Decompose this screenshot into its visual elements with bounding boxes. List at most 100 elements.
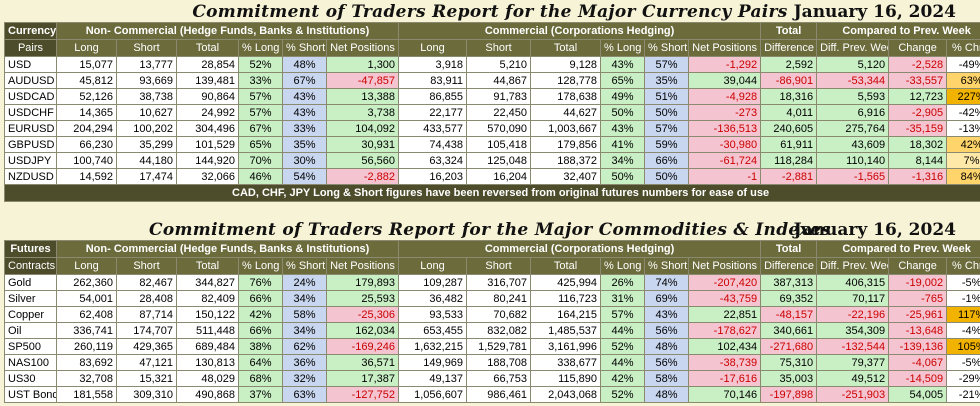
- table-cell: -25,306: [325, 306, 400, 323]
- table-cell: 16,203: [398, 168, 468, 185]
- table-row: Oil 336,741 174,707 511,448 66% 34% 162,034 653…: [4, 322, 980, 339]
- table-cell: 22,851: [688, 306, 762, 323]
- table-cell: 179,893: [325, 274, 400, 291]
- table-cell: 24,992: [176, 104, 239, 121]
- table-cell: 354,309: [816, 322, 890, 339]
- table-cell: 5,210: [466, 56, 532, 73]
- table-cell: 52%: [600, 338, 646, 355]
- table-cell: 70%: [238, 152, 283, 169]
- table-cell: 49,512: [816, 370, 890, 387]
- table-cell: 66,230: [56, 136, 117, 153]
- column-header: Long: [398, 257, 468, 275]
- row-name: Oil: [4, 322, 57, 339]
- table-cell: -5%: [946, 274, 980, 291]
- table-cell: 115,890: [530, 370, 602, 387]
- table-cell: -2,905: [888, 104, 948, 121]
- table-cell: 13,388: [325, 88, 400, 105]
- column-header: Total: [530, 257, 602, 275]
- table-row: NZDUSD 14,592 17,474 32,066 46% 54% -2,882 16,2…: [4, 168, 980, 185]
- table-cell: -139,136: [888, 338, 948, 355]
- table-cell: 70,146: [688, 386, 762, 403]
- column-header: Total: [176, 257, 239, 275]
- table-cell: -17,616: [688, 370, 762, 387]
- footnote: CAD, CHF, JPY Long & Short figures have …: [3, 184, 980, 202]
- table-cell: 43%: [600, 56, 646, 73]
- table-cell: 260,119: [56, 338, 117, 355]
- table-cell: 59%: [644, 136, 690, 153]
- table-cell: 67%: [282, 72, 327, 89]
- table-cell: 1,632,215: [398, 338, 468, 355]
- table-cell: 43%: [600, 120, 646, 137]
- table-cell: 42%: [946, 136, 980, 153]
- row-name: USDJPY: [4, 152, 57, 169]
- table-cell: 5,120: [816, 56, 890, 73]
- table-cell: 10,627: [116, 104, 177, 121]
- column-header: Net Positions: [325, 39, 400, 57]
- table-cell: 44,867: [466, 72, 532, 89]
- table-cell: -25,961: [888, 306, 948, 323]
- table-cell: 15,321: [116, 370, 177, 387]
- column-header: % Short: [644, 39, 690, 57]
- table-cell: -86,901: [760, 72, 818, 89]
- table-cell: 61,911: [760, 136, 818, 153]
- table-cell: 18,302: [888, 136, 948, 153]
- table-row: NAS100 83,692 47,121 130,813 64% 36% 36,571 149…: [4, 354, 980, 371]
- table-cell: -48,157: [760, 306, 818, 323]
- table-cell: 34%: [282, 322, 327, 339]
- table-cell: 50%: [644, 168, 690, 185]
- table-row: USD 15,077 13,777 28,854 52% 48% 1,300 3,918 5,2…: [4, 56, 980, 73]
- table-cell: 62%: [282, 338, 327, 355]
- commodities-title-bar: Commitment of Traders Report for the Maj…: [0, 218, 980, 240]
- table-cell: 58%: [282, 306, 327, 323]
- table-cell: 181,558: [56, 386, 117, 403]
- table-cell: 56,560: [325, 152, 400, 169]
- table-row: AUDUSD 45,812 93,669 139,481 33% 67% -47,857 83…: [4, 72, 980, 89]
- table-cell: 35%: [282, 136, 327, 153]
- table-cell: 102,434: [688, 338, 762, 355]
- table-cell: 32,066: [176, 168, 239, 185]
- table-cell: 1,003,667: [530, 120, 602, 137]
- table-cell: 570,090: [466, 120, 532, 137]
- table-cell: 35,003: [760, 370, 818, 387]
- table-cell: -207,420: [688, 274, 762, 291]
- row-name: Copper: [4, 306, 57, 323]
- table-cell: 84%: [946, 168, 980, 185]
- header-label-top: Currency: [4, 22, 57, 40]
- table-cell: 8,144: [888, 152, 948, 169]
- table-cell: 1,485,537: [530, 322, 602, 339]
- noncommercial-header: Non- Commercial (Hedge Funds, Banks & In…: [55, 240, 400, 258]
- table-cell: 1,300: [325, 56, 400, 73]
- table-cell: 2,043,068: [530, 386, 602, 403]
- table-cell: -136,513: [688, 120, 762, 137]
- table-cell: 43%: [644, 306, 690, 323]
- table-cell: -61,724: [688, 152, 762, 169]
- commodities-report-date: January 16, 2024: [793, 220, 956, 240]
- table-cell: 406,315: [816, 274, 890, 291]
- table-cell: 188,372: [530, 152, 602, 169]
- table-cell: 336,741: [56, 322, 117, 339]
- table-cell: 57%: [600, 306, 646, 323]
- table-cell: 174,707: [116, 322, 177, 339]
- column-header: Change: [888, 39, 948, 57]
- table-cell: -38,739: [688, 354, 762, 371]
- column-header: Total: [176, 39, 239, 57]
- table-cell: 57%: [644, 56, 690, 73]
- table-cell: -49%: [946, 56, 980, 73]
- table-cell: 425,994: [530, 274, 602, 291]
- row-name: USDCAD: [4, 88, 57, 105]
- table-cell: 116,723: [530, 290, 602, 307]
- column-header: Net Positions: [688, 39, 762, 57]
- header-label-bottom: Pairs: [4, 39, 57, 57]
- table-cell: 58%: [644, 370, 690, 387]
- table-row: EURUSD 204,294 100,202 304,496 67% 33% 104,092…: [4, 120, 980, 137]
- table-cell: 3,918: [398, 56, 468, 73]
- table-cell: 28,408: [116, 290, 177, 307]
- table-cell: 69,352: [760, 290, 818, 307]
- table-cell: 2,592: [760, 56, 818, 73]
- column-header: Total: [530, 39, 602, 57]
- table-cell: 36%: [282, 354, 327, 371]
- table-cell: 101,529: [176, 136, 239, 153]
- table-cell: 75,310: [760, 354, 818, 371]
- table-cell: 32%: [282, 370, 327, 387]
- table-cell: 45,812: [56, 72, 117, 89]
